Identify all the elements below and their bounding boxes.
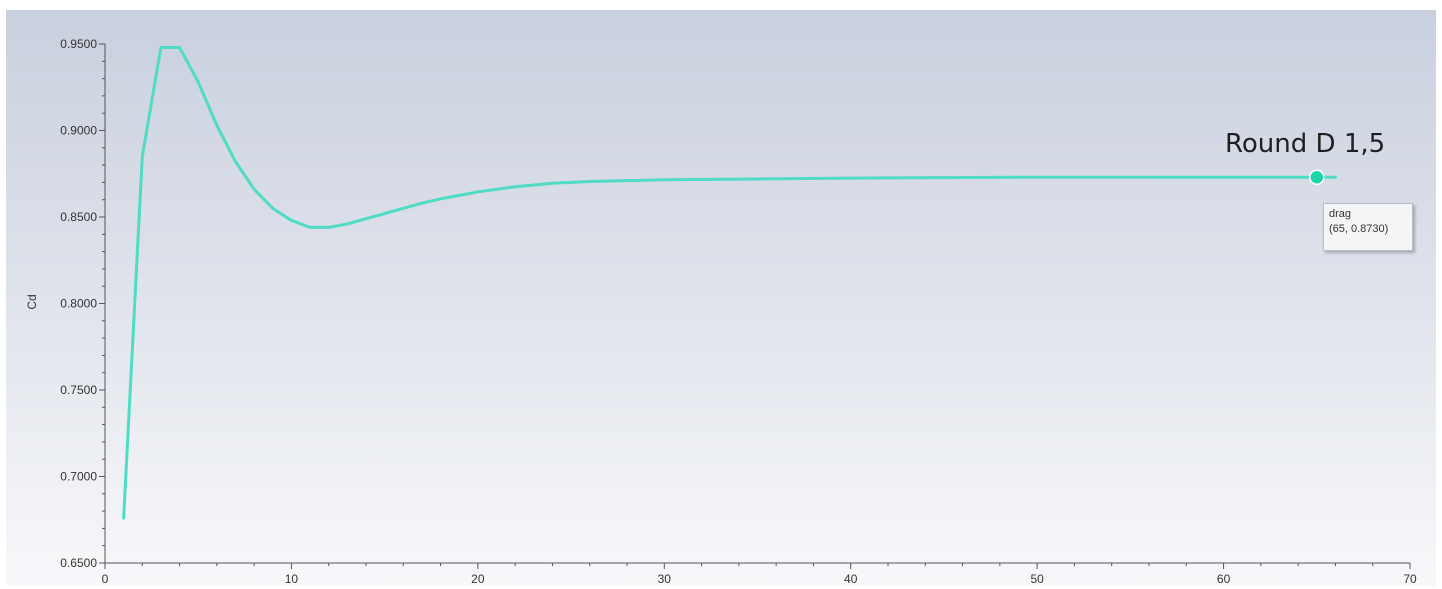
tooltip-series-name: drag (1329, 208, 1352, 220)
y-tick-label: 0.7000 (60, 470, 97, 484)
series-layer (122, 45, 1337, 520)
x-tick-label: 0 (102, 572, 109, 586)
series-annotation-label: Round D 1,5 (1225, 129, 1385, 159)
data-point-tooltip: drag (65, 0.8730) (1323, 203, 1413, 251)
y-tick-label: 0.8500 (60, 210, 97, 224)
series-line-drag (122, 45, 1337, 520)
y-tick-label: 0.7500 (60, 383, 97, 397)
highlighted-data-point[interactable] (1309, 169, 1325, 185)
y-tick-label: 0.8000 (60, 297, 97, 311)
chart-panel (6, 10, 1436, 586)
y-tick-label: 0.9000 (60, 124, 97, 138)
y-tick-label: 0.9500 (60, 37, 97, 51)
y-tick-label: 0.6500 (60, 556, 97, 570)
x-tick-label: 70 (1403, 572, 1417, 586)
axis-ticks: 0 10 20 30 40 50 60 70 0.6500 0.7000 0.7500 0.8000 0… (60, 37, 1417, 586)
x-tick-label: 30 (658, 572, 672, 586)
axes (104, 44, 1410, 564)
x-tick-label: 40 (844, 572, 858, 586)
y-axis-label: Cd (25, 294, 39, 309)
x-tick-label: 50 (1030, 572, 1044, 586)
tooltip-point-value: (65, 0.8730) (1329, 223, 1389, 235)
x-tick-label: 10 (285, 572, 299, 586)
x-tick-label: 20 (471, 572, 485, 586)
x-tick-label: 60 (1217, 572, 1231, 586)
